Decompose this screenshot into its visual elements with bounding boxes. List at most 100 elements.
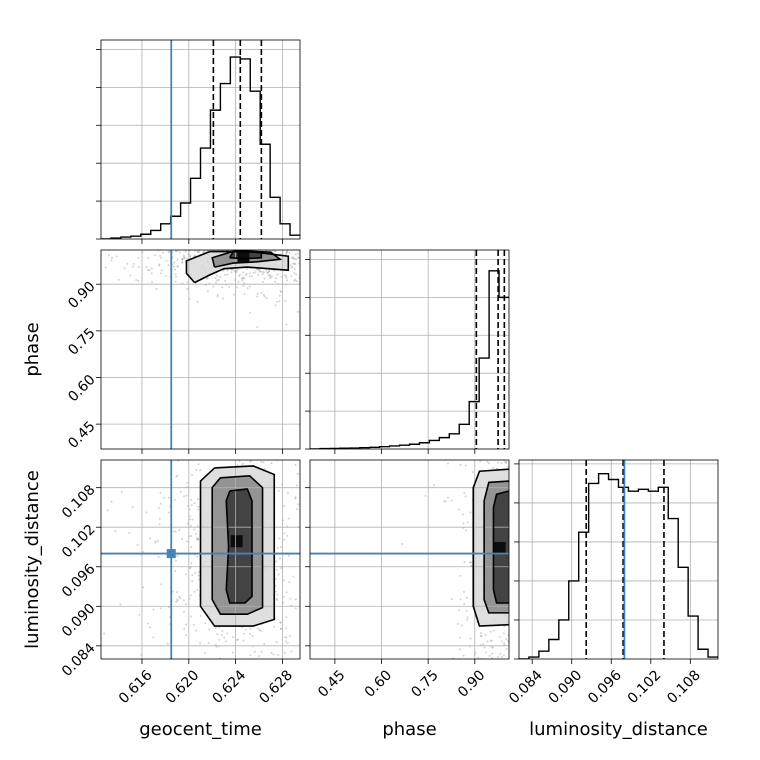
sample-point xyxy=(296,310,299,313)
sample-point xyxy=(275,560,278,563)
sample-point xyxy=(215,645,218,648)
sample-point xyxy=(471,471,474,474)
sample-point xyxy=(295,280,298,283)
density-image-layer xyxy=(103,250,509,659)
sample-point xyxy=(142,550,145,553)
sample-point xyxy=(283,651,286,654)
sample-point xyxy=(185,603,188,606)
sample-point xyxy=(110,256,113,259)
sample-point xyxy=(226,269,229,272)
labels-layer: 0.616 0.620 0.624 0.628 0.45 0.60 0.75 0.90 0.08… xyxy=(22,279,708,740)
sample-point xyxy=(491,646,494,649)
sample-point xyxy=(173,261,176,264)
sample-point xyxy=(257,273,260,276)
sample-point xyxy=(249,633,252,636)
sample-point xyxy=(251,275,254,278)
sample-point xyxy=(190,504,193,507)
density-phase-vs-luminosity_distance xyxy=(400,460,509,659)
sample-point xyxy=(148,269,151,272)
sample-point xyxy=(104,266,107,269)
sample-point xyxy=(193,502,196,505)
sample-point xyxy=(285,251,288,254)
sample-point xyxy=(193,250,196,252)
sample-point xyxy=(288,251,291,254)
sample-point xyxy=(137,280,140,283)
sample-point xyxy=(503,654,506,657)
sample-point xyxy=(286,534,289,537)
sample-point xyxy=(185,623,188,626)
sample-point xyxy=(195,536,198,539)
sample-point xyxy=(214,277,217,280)
sample-point xyxy=(290,257,293,260)
sample-point xyxy=(182,599,185,602)
sample-point xyxy=(295,273,298,276)
sample-point xyxy=(285,591,288,594)
sample-point xyxy=(275,597,278,600)
sample-point xyxy=(166,642,169,645)
sample-point xyxy=(181,261,184,264)
sample-point xyxy=(192,623,195,626)
sample-point xyxy=(285,276,288,279)
sample-point xyxy=(181,258,184,261)
sample-point xyxy=(241,462,244,465)
sample-point xyxy=(214,281,217,284)
sample-point xyxy=(142,586,145,589)
sample-point xyxy=(253,650,256,653)
sample-point xyxy=(266,271,269,274)
sample-point xyxy=(176,265,179,268)
sample-point xyxy=(222,269,225,272)
sample-point xyxy=(197,463,200,466)
sample-point xyxy=(168,250,171,253)
sample-point xyxy=(199,642,202,645)
histogram-geocent_time xyxy=(101,40,300,239)
sample-point xyxy=(456,623,459,626)
sample-point xyxy=(263,295,266,298)
sample-point xyxy=(196,538,199,541)
sample-point xyxy=(259,270,262,273)
y-axis-label-phase: phase xyxy=(22,322,43,376)
sample-point xyxy=(153,254,156,257)
sample-point xyxy=(197,251,200,254)
sample-point xyxy=(157,540,160,543)
sample-point xyxy=(487,461,490,464)
contour-line-1 xyxy=(211,474,264,615)
sample-point xyxy=(469,561,472,564)
sample-point xyxy=(276,273,279,276)
sample-point xyxy=(242,277,245,280)
sample-point xyxy=(182,254,185,257)
sample-point xyxy=(278,537,281,540)
sample-point xyxy=(174,273,177,276)
sample-point xyxy=(185,540,188,543)
sample-point xyxy=(282,579,285,582)
sample-point xyxy=(280,567,283,570)
sample-point xyxy=(183,255,186,258)
y-tick-label-luminosity_distance-2: 0.096 xyxy=(59,561,99,601)
sample-point xyxy=(137,265,140,268)
sample-point xyxy=(249,272,252,275)
sample-point xyxy=(293,267,296,270)
sample-point xyxy=(295,484,298,487)
sample-point xyxy=(279,621,282,624)
sample-point xyxy=(190,534,193,537)
sample-point xyxy=(459,464,462,467)
sample-point xyxy=(285,636,288,639)
y-tick-label-luminosity_distance-1: 0.090 xyxy=(59,601,99,641)
sample-point xyxy=(283,504,286,507)
sample-point xyxy=(218,638,221,641)
sample-point xyxy=(198,570,201,573)
sample-point xyxy=(480,631,483,634)
sample-point xyxy=(183,257,186,260)
sample-point xyxy=(295,258,298,261)
sample-point xyxy=(263,277,266,280)
sample-point xyxy=(287,554,290,557)
sample-point xyxy=(216,295,219,298)
sample-point xyxy=(480,635,483,638)
sample-point xyxy=(175,600,178,603)
contour-line-2 xyxy=(225,488,253,604)
sample-point xyxy=(176,599,179,602)
sample-point xyxy=(503,642,506,645)
contours-geocent_time-vs-luminosity_distance xyxy=(101,460,300,659)
sample-point xyxy=(145,265,148,268)
sample-point xyxy=(226,273,229,276)
frames-layer xyxy=(96,39,719,664)
